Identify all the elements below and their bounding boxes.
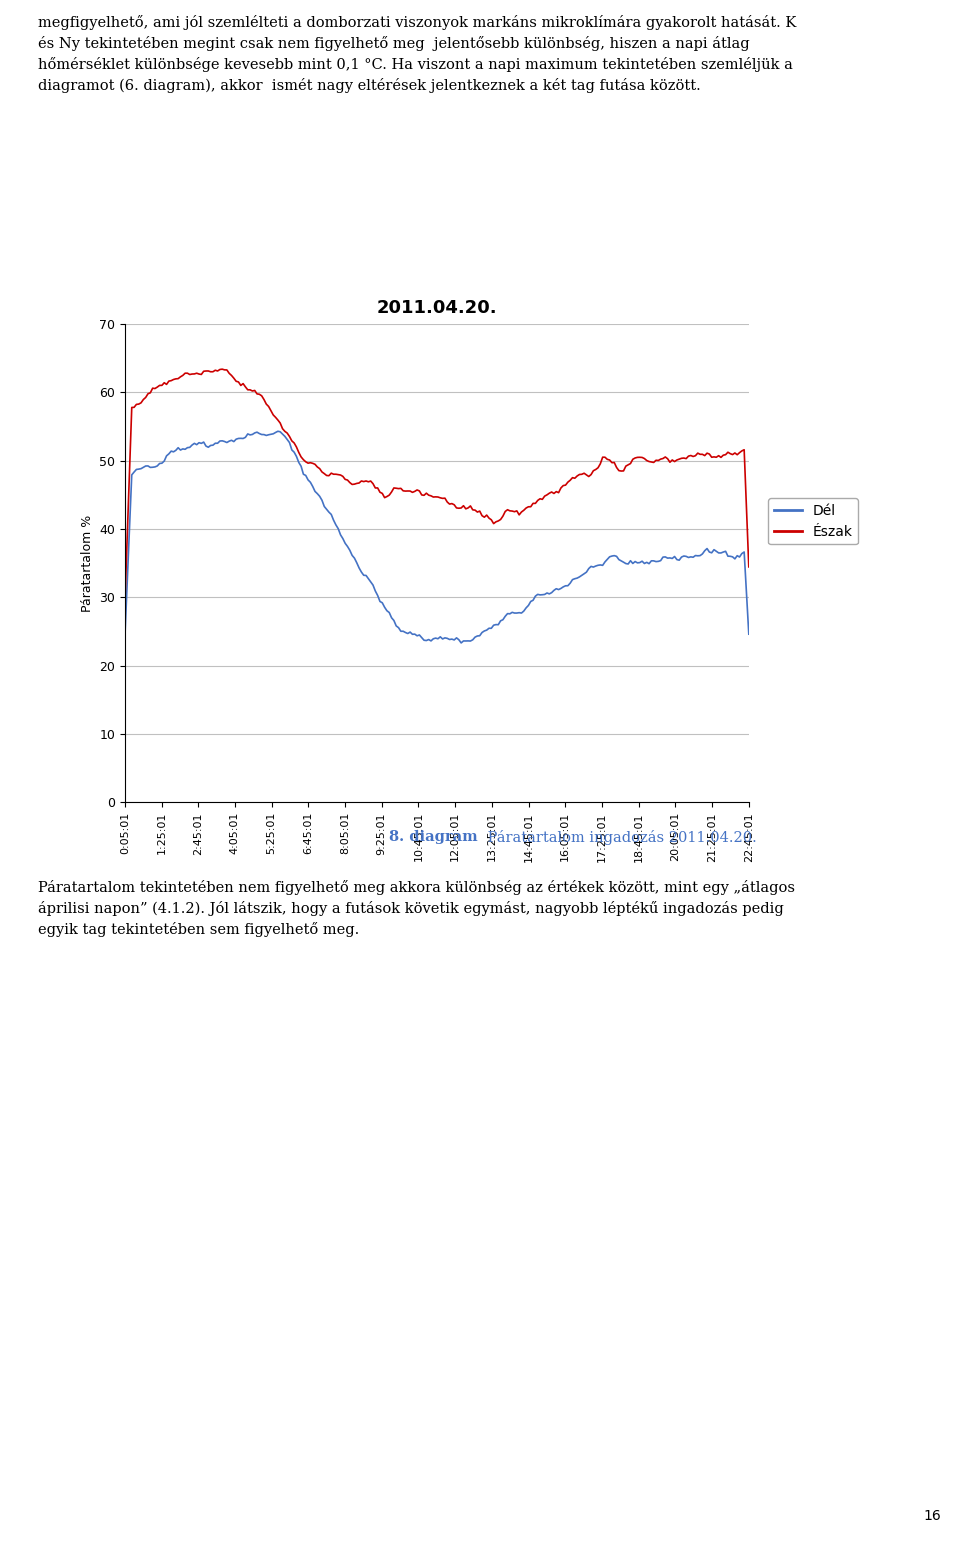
Text: 8. diagram: 8. diagram bbox=[389, 830, 477, 844]
Text: 16: 16 bbox=[924, 1509, 941, 1523]
Text: megfigyelhető, ami jól szemlélteti a domborzati viszonyok markáns mikroklímára g: megfigyelhető, ami jól szemlélteti a dom… bbox=[38, 15, 797, 94]
Title: 2011.04.20.: 2011.04.20. bbox=[376, 299, 497, 316]
Text: Páratartalom tekintetében nem figyelhető meg akkora különbség az értékek között,: Páratartalom tekintetében nem figyelhető… bbox=[38, 880, 796, 937]
Legend: Dél, Észak: Dél, Észak bbox=[768, 498, 858, 545]
Y-axis label: Páratartalom %: Páratartalom % bbox=[81, 514, 93, 613]
Text: Páratartalom ingadozás 2011.04.20.: Páratartalom ingadozás 2011.04.20. bbox=[483, 830, 756, 844]
